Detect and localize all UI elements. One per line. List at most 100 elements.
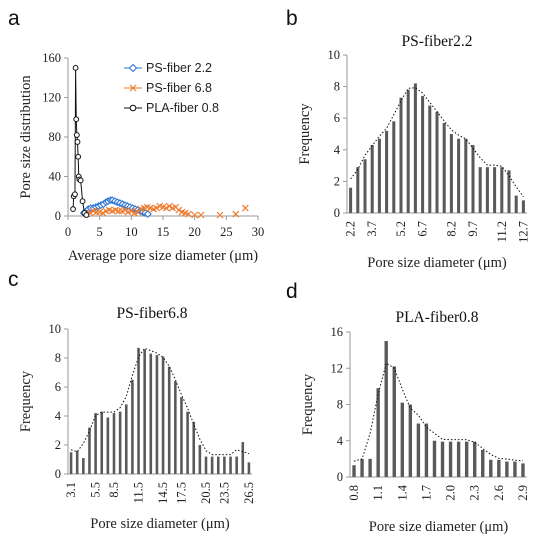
bar — [198, 445, 202, 474]
data-point — [83, 212, 90, 218]
x-tick-label: 8.5 — [107, 482, 121, 498]
bar — [421, 96, 425, 213]
bar — [82, 458, 85, 474]
bar — [448, 441, 453, 477]
y-tick-label: 80 — [49, 130, 62, 144]
x-axis-label-b: Pore size diameter (μm) — [367, 255, 507, 271]
legend-label: PS-fiber 2.2 — [146, 61, 212, 75]
x-tick-label: 0 — [65, 225, 71, 239]
data-point — [73, 132, 80, 138]
bar — [360, 458, 364, 477]
bar — [449, 134, 453, 213]
panel-letter-d: d — [286, 280, 298, 303]
bar — [376, 388, 380, 477]
y-tick-label: 120 — [42, 91, 61, 105]
x-tick-label: 2.2 — [344, 221, 358, 237]
x-tick-label: 15 — [157, 225, 170, 239]
bar — [137, 347, 140, 474]
y-tick-label: 4 — [55, 409, 62, 423]
bar — [408, 404, 413, 477]
bar — [514, 195, 518, 213]
trend-line — [350, 87, 524, 198]
bar — [493, 167, 497, 213]
y-tick-label: 8 — [55, 351, 61, 365]
bar — [464, 138, 468, 213]
x-tick-label: 2.9 — [516, 485, 530, 501]
bar — [112, 413, 116, 474]
bar — [497, 459, 501, 477]
bar — [241, 442, 245, 474]
data-point — [70, 206, 76, 212]
legend-marker — [128, 63, 138, 73]
data-point — [165, 202, 173, 210]
bar — [400, 402, 404, 477]
bar — [485, 167, 489, 213]
data-point — [197, 211, 205, 219]
bar — [489, 459, 493, 477]
bar — [471, 145, 475, 213]
bar — [149, 353, 153, 474]
x-tick-label: 5.5 — [89, 482, 103, 498]
y-tick-label: 0 — [334, 206, 340, 220]
y-tick-label: 0 — [337, 470, 343, 484]
bar — [204, 456, 208, 474]
bar — [392, 366, 396, 477]
data-point — [153, 204, 161, 212]
y-tick-label: 0 — [55, 467, 61, 481]
trend-line — [70, 347, 250, 456]
bar — [428, 105, 432, 213]
data-point — [191, 211, 199, 219]
bar — [180, 397, 183, 474]
x-tick-label: 2.6 — [492, 485, 506, 501]
bar — [100, 411, 104, 474]
bar — [69, 452, 73, 474]
x-axis-label-c: Pore size diameter (μm) — [90, 516, 230, 532]
bar — [440, 441, 445, 477]
panel-letter-c: c — [8, 268, 19, 291]
bar — [167, 366, 171, 474]
bar — [349, 187, 353, 213]
x-tick-label: 5 — [97, 225, 103, 239]
legend-label: PLA-fiber 0.8 — [146, 101, 219, 115]
x-tick-label: 12.7 — [516, 221, 530, 243]
panel-letter-a: a — [8, 7, 20, 30]
chart-title-b: PS-fiber2.2 — [401, 33, 472, 50]
y-axis-label-a: Pore size distribution — [18, 75, 34, 199]
data-point — [74, 139, 81, 145]
data-point — [79, 198, 86, 205]
x-tick-label: 0.8 — [347, 485, 361, 501]
series-line-2 — [72, 67, 87, 216]
bar — [500, 167, 504, 213]
x-tick-label: 6.7 — [416, 221, 430, 237]
x-tick-label: 1.1 — [371, 485, 385, 501]
bar — [473, 441, 477, 477]
bar — [392, 121, 396, 213]
panel-b — [343, 54, 527, 214]
data-point — [99, 209, 107, 217]
panel-d — [346, 331, 527, 478]
bar — [521, 200, 525, 213]
bar — [478, 167, 482, 213]
x-tick-label: 26.5 — [242, 482, 256, 504]
bar — [416, 423, 421, 477]
y-axis-label-b: Frequency — [297, 103, 313, 165]
data-point — [241, 204, 249, 212]
bar — [131, 379, 134, 474]
legend-marker — [129, 84, 137, 92]
data-point — [75, 153, 82, 160]
bar — [370, 145, 374, 213]
bar — [155, 355, 159, 474]
data-point — [143, 210, 152, 219]
x-tick-label: 14.5 — [156, 482, 170, 504]
bar — [124, 404, 128, 474]
legend-label: PS-fiber 6.8 — [146, 81, 212, 95]
y-tick-label: 6 — [334, 111, 340, 125]
x-tick-label: 20 — [188, 225, 201, 239]
bar — [363, 159, 367, 213]
y-tick-label: 12 — [331, 361, 344, 375]
y-tick-label: 4 — [334, 143, 341, 157]
bar — [432, 440, 437, 477]
panel-c — [64, 328, 252, 475]
bar — [456, 441, 461, 477]
y-tick-label: 2 — [334, 174, 340, 188]
